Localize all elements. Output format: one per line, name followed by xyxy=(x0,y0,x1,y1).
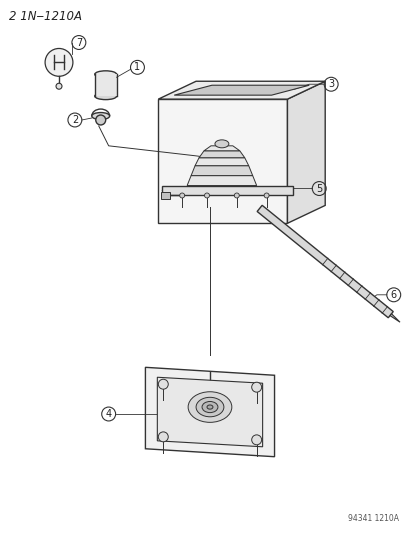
Ellipse shape xyxy=(196,397,223,417)
Polygon shape xyxy=(161,191,170,199)
Text: 2: 2 xyxy=(71,115,78,125)
Ellipse shape xyxy=(95,71,116,78)
Polygon shape xyxy=(204,146,239,151)
Circle shape xyxy=(95,115,105,125)
Ellipse shape xyxy=(214,140,228,148)
Circle shape xyxy=(56,83,62,89)
Circle shape xyxy=(251,435,261,445)
Polygon shape xyxy=(287,81,325,223)
Polygon shape xyxy=(187,175,256,185)
Text: 2 1N‒1210A: 2 1N‒1210A xyxy=(9,10,82,23)
Polygon shape xyxy=(158,81,325,99)
Text: 94341 1210A: 94341 1210A xyxy=(347,514,398,523)
Text: 5: 5 xyxy=(316,183,322,193)
Circle shape xyxy=(234,193,239,198)
Polygon shape xyxy=(162,185,293,196)
Ellipse shape xyxy=(206,405,212,409)
Ellipse shape xyxy=(92,112,109,119)
Polygon shape xyxy=(195,158,248,166)
Circle shape xyxy=(179,193,184,198)
Circle shape xyxy=(158,432,168,442)
Text: 4: 4 xyxy=(105,409,112,419)
Polygon shape xyxy=(95,74,116,96)
Circle shape xyxy=(251,382,261,392)
Polygon shape xyxy=(191,166,252,175)
Text: 3: 3 xyxy=(328,79,333,89)
Polygon shape xyxy=(174,85,309,95)
Text: 1: 1 xyxy=(134,62,140,72)
Ellipse shape xyxy=(202,401,217,413)
Circle shape xyxy=(45,49,73,76)
Circle shape xyxy=(158,379,168,389)
Ellipse shape xyxy=(95,93,116,100)
Text: 7: 7 xyxy=(76,37,82,47)
Polygon shape xyxy=(158,99,287,223)
Ellipse shape xyxy=(188,392,231,422)
Polygon shape xyxy=(389,314,399,322)
Circle shape xyxy=(204,193,209,198)
Text: 6: 6 xyxy=(390,290,396,300)
Polygon shape xyxy=(157,377,262,447)
Polygon shape xyxy=(199,151,244,158)
Polygon shape xyxy=(145,367,274,457)
Polygon shape xyxy=(256,205,392,318)
Circle shape xyxy=(263,193,268,198)
